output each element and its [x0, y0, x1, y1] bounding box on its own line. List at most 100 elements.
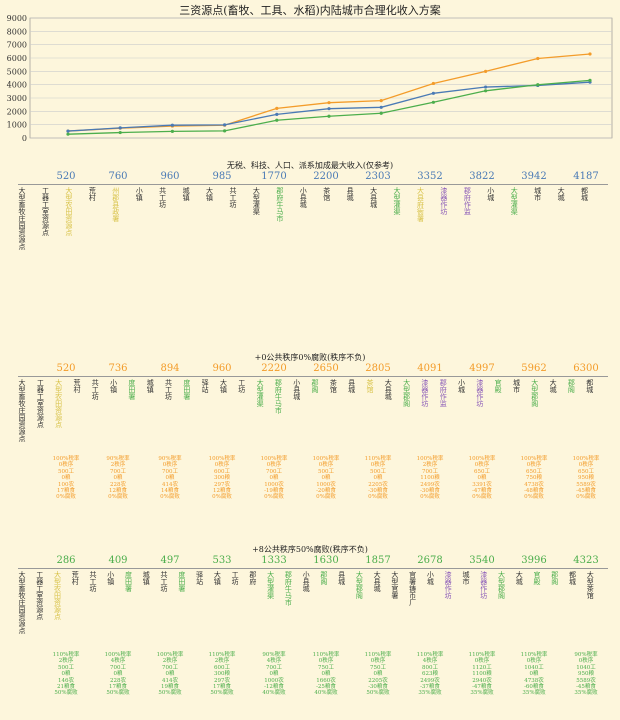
- income-total: 409: [108, 555, 128, 566]
- policy-line: 650工: [474, 468, 490, 475]
- policy-line: -45粮食: [576, 684, 596, 691]
- policy-line: 17粮食: [109, 684, 127, 691]
- policy-detail: 110%税率 2秩序 500工 0粮 146农 21粮食 50%腐败: [44, 652, 88, 697]
- series-point: [275, 118, 279, 122]
- building-label: 驿站: [201, 379, 210, 393]
- building-label: 大县城: [369, 187, 378, 208]
- policy-line: 4738农: [524, 481, 544, 488]
- policy-line: 950粮: [578, 475, 594, 482]
- income-total: 2650: [313, 363, 339, 374]
- building-label: 共工坊: [160, 571, 169, 592]
- y-tick-label: 7000: [7, 41, 27, 50]
- policy-line: 50%腐败: [106, 690, 130, 697]
- policy-line: 228农: [110, 677, 126, 684]
- y-tick-label: 0: [22, 134, 27, 143]
- income-total: 960: [160, 171, 180, 182]
- policy-detail: 90%税率 4秩序 700工 0粮 1000农 -12粮食 40%腐败: [252, 652, 296, 697]
- policy-line: 50%腐败: [366, 690, 390, 697]
- series-point: [379, 99, 383, 103]
- income-total: 520: [56, 363, 76, 374]
- income-total: 4187: [573, 171, 599, 182]
- policy-line: 1100粮: [420, 475, 440, 482]
- building-label: 都城: [585, 379, 594, 393]
- building-label: 小镇: [109, 379, 118, 393]
- building-label: 大镇: [219, 379, 228, 393]
- building-label: 郡阁: [550, 571, 559, 585]
- policy-line: 17粮食: [213, 684, 231, 691]
- line-chart: 0 1000 2000 3000 4000 5000 6000 7000 8000 9000: [7, 14, 613, 143]
- policy-line: 0粮: [61, 671, 71, 678]
- policy-line: 950粮: [578, 671, 594, 678]
- policy-line: 1040工: [524, 664, 544, 671]
- policy-line: 0秩序: [266, 462, 282, 469]
- building-label: 城镇: [182, 187, 191, 201]
- income-total: 3540: [469, 555, 495, 566]
- policy-line: 297农: [214, 677, 230, 684]
- building-label: 郡府作监: [463, 187, 472, 215]
- building-label: 共工坊: [89, 571, 98, 592]
- policy-line: 35%腐败: [522, 690, 546, 697]
- income-total: 286: [56, 555, 76, 566]
- series-point: [170, 129, 174, 133]
- policy-line: -12粮食: [264, 684, 284, 691]
- policy-line: 146农: [58, 677, 74, 684]
- policy-line: 100%税率: [104, 652, 132, 658]
- policy-detail: 110%税率 0秩序 1120工 1100粮 2940农 -47粮食 35%腐败: [460, 652, 504, 697]
- series-point: [275, 106, 279, 110]
- policy-detail: 100%税率 0秩序 600工 300粮 297农 12粮食 0%腐败: [200, 456, 244, 501]
- building-label: 大型畜牧庄园资源点: [18, 187, 26, 250]
- series-point: [588, 78, 592, 82]
- building-label: 郡府作监: [439, 379, 448, 407]
- policy-line: 2940农: [472, 677, 492, 684]
- policy-line: 90%税率: [574, 652, 598, 658]
- building-label: 都城: [568, 571, 577, 585]
- policy-line: 14粮食: [161, 488, 179, 495]
- policy-line: 100%税率: [312, 456, 340, 462]
- policy-line: 2秩序: [110, 462, 126, 469]
- income-total: 2303: [365, 171, 391, 182]
- building-label: 小镇: [106, 571, 115, 585]
- series-point: [484, 89, 488, 93]
- building-label: 郡阁: [319, 571, 328, 585]
- policy-line: 0秩序: [526, 658, 542, 665]
- policy-line: 500工: [318, 468, 334, 475]
- income-total: 3352: [417, 171, 443, 182]
- policy-line: 0粮: [321, 475, 331, 482]
- policy-detail: 110%税率 0秩序 1040工 0粮 4738农 -60粮食 35%腐败: [512, 652, 556, 697]
- policy-line: -48粮食: [524, 488, 544, 495]
- building-label: 郡府牛马市: [275, 187, 284, 222]
- y-tick-label: 9000: [7, 14, 27, 23]
- policy-line: 700工: [110, 468, 126, 475]
- building-label: 官殿: [494, 379, 503, 393]
- policy-line: 600工: [214, 468, 230, 475]
- policy-line: 110%税率: [312, 652, 340, 658]
- building-label: 共工坊: [158, 187, 167, 208]
- policy-detail: 100%税率 2秩序 700工 0粮 414农 19粮食 50%腐败: [148, 652, 192, 697]
- building-label: 城市: [533, 187, 542, 201]
- policy-line: 700工: [110, 664, 126, 671]
- policy-line: 2499农: [420, 481, 440, 488]
- policy-line: 0秩序: [526, 462, 542, 469]
- building-label: 度田署: [177, 571, 186, 592]
- plot-frame: [29, 17, 613, 139]
- policy-line: 0秩序: [370, 462, 386, 469]
- policy-line: 110%税率: [364, 652, 392, 658]
- building-label: 大城: [557, 187, 566, 201]
- section-zero-order: +0公共秩序0%腐败(秩序不负) 520 736 894 960 2220 2650 2805…: [0, 352, 620, 528]
- income-total: 2805: [365, 363, 391, 374]
- section-plus8-order: +8公共秩序50%腐败(秩序不负) 286 409 497 533 1333 1630 185…: [0, 544, 620, 720]
- building-label: 度田署: [182, 379, 191, 400]
- policy-line: 0秩序: [318, 658, 334, 665]
- series-line: [67, 81, 591, 132]
- policy-line: 35%腐败: [574, 690, 598, 697]
- policy-line: 0%腐败: [56, 494, 76, 501]
- policy-line: 297农: [214, 481, 230, 488]
- policy-line: 0%腐败: [524, 494, 544, 501]
- series-point: [118, 126, 122, 130]
- income-total: 3996: [521, 555, 547, 566]
- income-total: 3822: [469, 171, 495, 182]
- policy-line: 0秩序: [578, 658, 594, 665]
- policy-line: 110%税率: [468, 652, 496, 658]
- policy-line: 4738农: [524, 677, 544, 684]
- policy-detail: 100%税率 0秩序 500工 0粮 100农 17粮食 0%腐败: [44, 456, 88, 501]
